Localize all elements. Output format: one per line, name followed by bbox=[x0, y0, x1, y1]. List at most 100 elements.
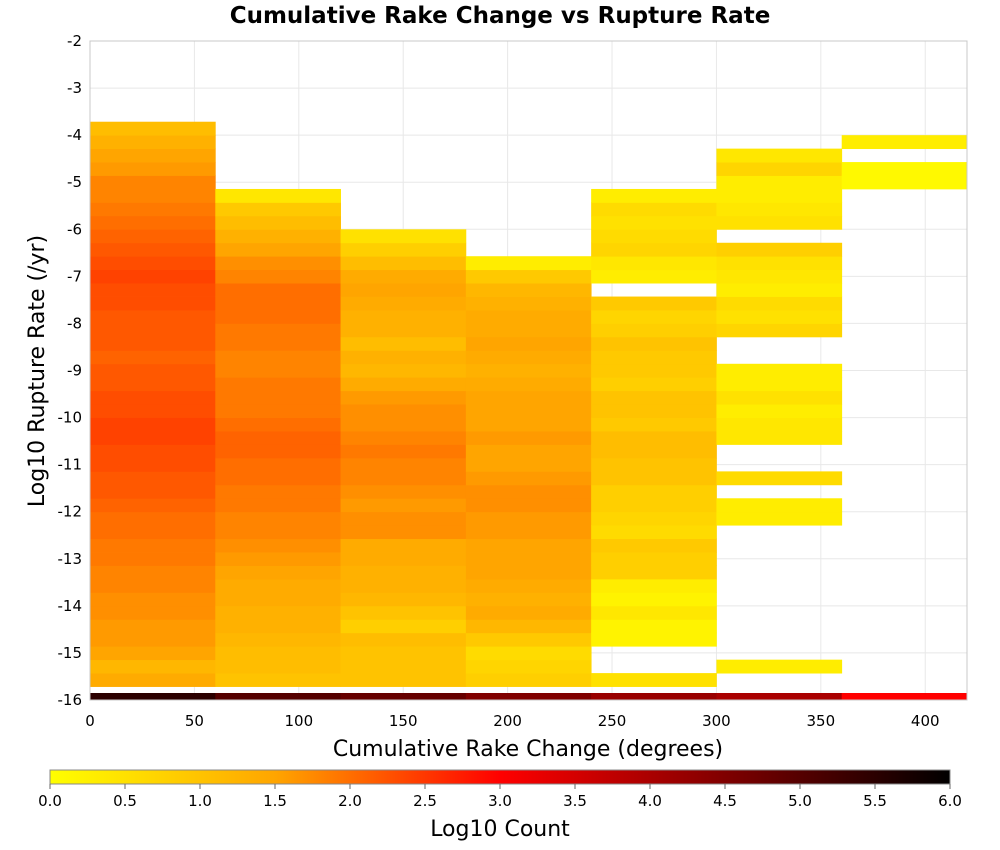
colorbar-tick-label: 1.0 bbox=[188, 792, 212, 810]
colorbar-tick-label: 5.0 bbox=[788, 792, 812, 810]
colorbar-tick-label: 0.5 bbox=[113, 792, 137, 810]
heatmap-cell bbox=[215, 390, 341, 405]
heatmap-cell bbox=[716, 242, 843, 257]
colorbar-tick-label: 5.5 bbox=[863, 792, 887, 810]
heatmap-cell bbox=[90, 552, 216, 566]
y-axis-ticks: -2 -3 -4 -5 -6 -7 -8 -9 -10 -11 -12 -13 -14 -15 -16 bbox=[58, 32, 83, 709]
heatmap-cell bbox=[90, 323, 216, 338]
heatmap-cell bbox=[591, 632, 717, 647]
heatmap-cell bbox=[716, 283, 843, 297]
heatmap-cell bbox=[90, 673, 216, 687]
colorbar-ticks: 0.0 0.5 1.0 1.5 2.0 2.5 3.0 3.5 4.0 4.5 5.0 5.5 6.0 bbox=[38, 784, 962, 810]
heatmap-cell bbox=[465, 592, 592, 607]
heatmap-cell bbox=[591, 565, 717, 580]
heatmap-cell bbox=[591, 310, 717, 324]
heatmap-cell bbox=[90, 525, 216, 540]
heatmap-cell bbox=[716, 188, 843, 203]
heatmap-cell bbox=[591, 498, 717, 513]
heatmap-cell bbox=[215, 511, 341, 526]
heatmap-cell bbox=[90, 565, 216, 580]
heatmap-cell bbox=[215, 444, 341, 459]
heatmap-cell bbox=[215, 538, 341, 553]
heatmap-cell bbox=[716, 417, 843, 432]
heatmap-cell bbox=[716, 377, 843, 392]
y-axis-label: Log10 Rupture Rate (/yr) bbox=[25, 235, 50, 507]
heatmap-cell bbox=[591, 538, 717, 553]
heatmap-cell bbox=[340, 646, 467, 661]
heatmap-cell bbox=[215, 269, 341, 284]
heatmap-cell bbox=[340, 578, 467, 593]
heatmap-cell bbox=[465, 363, 592, 378]
heatmap-cell bbox=[340, 457, 467, 472]
heatmap-cell bbox=[465, 471, 592, 486]
heatmap-cell bbox=[340, 417, 467, 432]
heatmap-cell bbox=[340, 336, 467, 351]
heatmap-cell bbox=[340, 363, 467, 378]
heatmap-cell bbox=[340, 471, 467, 486]
heatmap-cell bbox=[215, 498, 341, 513]
x-tick-label: 100 bbox=[284, 712, 313, 730]
heatmap-cell bbox=[215, 525, 341, 540]
heatmap-cell bbox=[215, 363, 341, 378]
heatmap-cell bbox=[215, 632, 341, 647]
heatmap-cell bbox=[215, 188, 341, 203]
heatmap-cell bbox=[340, 484, 467, 499]
colorbar bbox=[49, 769, 951, 785]
heatmap-cells bbox=[90, 121, 968, 701]
heatmap-cell bbox=[465, 578, 592, 593]
heatmap-cell bbox=[340, 390, 467, 405]
heatmap-cell bbox=[215, 377, 341, 392]
heatmap-cell bbox=[465, 296, 592, 311]
y-tick-label: -9 bbox=[67, 362, 82, 380]
heatmap-cell bbox=[465, 525, 592, 540]
x-tick-label: 0 bbox=[85, 712, 95, 730]
heatmap-cell bbox=[465, 484, 592, 499]
heatmap-cell bbox=[591, 215, 717, 230]
colorbar-tick-label: 3.0 bbox=[488, 792, 512, 810]
heatmap-cell bbox=[90, 229, 216, 244]
y-tick-label: -8 bbox=[67, 314, 82, 332]
heatmap-cell bbox=[841, 693, 968, 701]
heatmap-cell bbox=[465, 659, 592, 674]
heatmap-cell bbox=[215, 296, 341, 311]
heatmap-cell bbox=[215, 310, 341, 324]
y-tick-label: -3 bbox=[67, 79, 82, 97]
heatmap-cell bbox=[90, 296, 216, 311]
heatmap-cell bbox=[215, 242, 341, 257]
heatmap-cell bbox=[340, 538, 467, 553]
heatmap-cell bbox=[465, 538, 592, 553]
heatmap-cell bbox=[215, 350, 341, 365]
heatmap-cell bbox=[465, 565, 592, 580]
heatmap-cell bbox=[215, 336, 341, 351]
heatmap-cell bbox=[90, 471, 216, 486]
heatmap-cell bbox=[90, 431, 216, 445]
x-tick-label: 200 bbox=[493, 712, 522, 730]
heatmap-cell bbox=[465, 283, 592, 297]
heatmap-cell bbox=[215, 457, 341, 472]
heatmap-cell bbox=[465, 256, 592, 271]
heatmap-cell bbox=[716, 296, 843, 311]
heatmap-cell bbox=[591, 390, 717, 405]
x-tick-label: 400 bbox=[911, 712, 940, 730]
y-tick-label: -12 bbox=[58, 503, 83, 521]
heatmap-cell bbox=[465, 444, 592, 459]
heatmap-cell bbox=[591, 229, 717, 244]
heatmap-cell bbox=[340, 377, 467, 392]
y-tick-label: -6 bbox=[67, 220, 82, 238]
heatmap-cell bbox=[716, 162, 843, 176]
heatmap-cell bbox=[90, 121, 216, 136]
heatmap-cell bbox=[215, 659, 341, 674]
heatmap-cell bbox=[90, 215, 216, 230]
heatmap-cell bbox=[716, 363, 843, 378]
heatmap-cell bbox=[340, 659, 467, 674]
heatmap-cell bbox=[340, 242, 467, 257]
heatmap-cell bbox=[90, 511, 216, 526]
heatmap-cell bbox=[465, 646, 592, 661]
heatmap-cell bbox=[716, 511, 843, 526]
colorbar-tick-label: 3.5 bbox=[563, 792, 587, 810]
heatmap-cell bbox=[591, 444, 717, 459]
heatmap-cell bbox=[215, 323, 341, 338]
heatmap-cell bbox=[465, 431, 592, 445]
heatmap-cell bbox=[591, 363, 717, 378]
